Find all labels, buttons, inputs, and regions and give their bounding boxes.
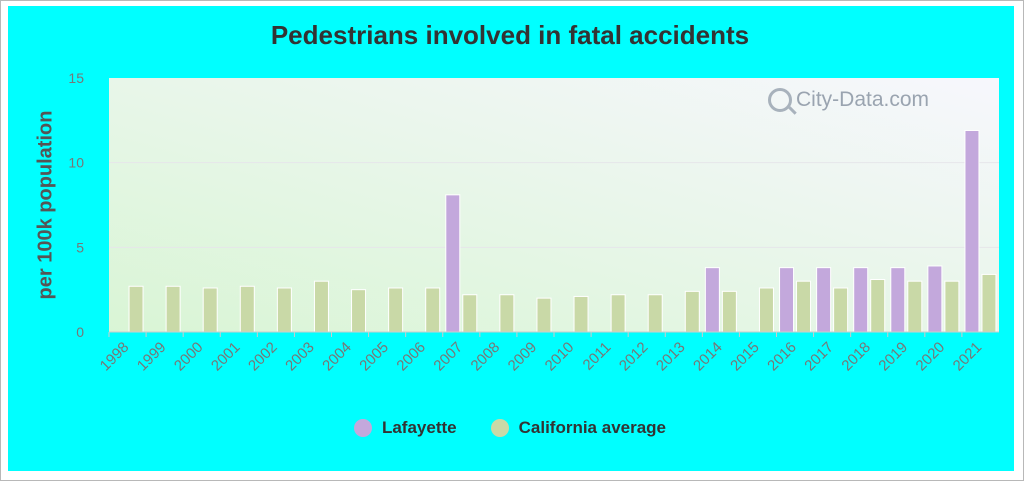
bar-lafayette[interactable] — [853, 267, 869, 333]
legend-swatch-california — [490, 419, 509, 437]
bar-california-average[interactable] — [425, 287, 441, 333]
bar-california-average[interactable] — [907, 280, 923, 333]
legend-item-california[interactable]: California average — [490, 418, 667, 438]
legend-item-lafayette[interactable]: Lafayette — [353, 418, 457, 438]
bar-california-average[interactable] — [202, 287, 218, 333]
bar-california-average[interactable] — [796, 280, 812, 333]
x-tick-label: 2000 — [171, 339, 207, 375]
bar-lafayette[interactable] — [704, 267, 720, 333]
x-tick-label: 2015 — [727, 339, 763, 375]
x-tick-label: 1998 — [97, 339, 133, 375]
x-tick-label: 2006 — [393, 339, 429, 375]
bar-california-average[interactable] — [870, 279, 886, 333]
bar-lafayette[interactable] — [927, 265, 943, 333]
y-tick-label: 5 — [76, 239, 84, 255]
bar-lafayette[interactable] — [890, 267, 906, 333]
bar-lafayette[interactable] — [445, 194, 461, 333]
bar-california-average[interactable] — [536, 297, 552, 333]
bar-california-average[interactable] — [833, 287, 849, 333]
bar-california-average[interactable] — [944, 280, 960, 333]
x-tick-label: 2003 — [282, 339, 318, 375]
bar-california-average[interactable] — [128, 285, 144, 333]
bar-california-average[interactable] — [573, 295, 589, 333]
watermark-text: City-Data.com — [796, 88, 930, 111]
legend-label-california: California average — [518, 418, 667, 437]
bar-california-average[interactable] — [684, 290, 700, 333]
bar-california-average[interactable] — [388, 287, 404, 333]
x-tick-label: 2008 — [468, 339, 504, 375]
x-tick-label: 2011 — [580, 339, 615, 374]
x-tick-label: 2017 — [801, 339, 837, 375]
bar-california-average[interactable] — [462, 294, 478, 333]
bar-california-average[interactable] — [981, 273, 997, 333]
x-tick-label: 2005 — [356, 339, 392, 375]
chart-title: Pedestrians involved in fatal accidents — [270, 20, 750, 50]
bar-california-average[interactable] — [276, 287, 292, 333]
y-tick-label: 15 — [68, 70, 84, 86]
bar-lafayette[interactable] — [964, 129, 980, 333]
x-tick-label: 2010 — [542, 339, 578, 375]
x-tick-label: 2018 — [838, 339, 874, 375]
x-tick-label: 2002 — [245, 339, 281, 375]
bar-california-average[interactable] — [610, 294, 626, 333]
x-tick-label: 2016 — [764, 339, 800, 375]
x-tick-label: 1999 — [134, 339, 170, 375]
plot-area — [109, 78, 999, 332]
x-tick-label: 2007 — [430, 339, 466, 375]
x-tick-label: 2001 — [208, 339, 244, 375]
x-tick-label: 2009 — [505, 339, 541, 375]
bar-lafayette[interactable] — [779, 267, 795, 333]
x-tick-label: 2004 — [319, 339, 355, 375]
x-tick-label: 2012 — [616, 339, 652, 375]
x-tick-label: 2020 — [913, 339, 949, 375]
y-tick-label: 10 — [68, 155, 84, 171]
bar-california-average[interactable] — [239, 285, 255, 333]
bar-california-average[interactable] — [351, 289, 367, 333]
magnifier-icon — [768, 88, 792, 112]
bar-california-average[interactable] — [758, 287, 774, 333]
bar-california-average[interactable] — [647, 294, 663, 333]
bar-california-average[interactable] — [499, 294, 515, 333]
legend: Lafayette California average — [0, 418, 1020, 438]
legend-label-lafayette: Lafayette — [381, 418, 457, 437]
bar-california-average[interactable] — [721, 290, 737, 333]
y-tick-label: 0 — [76, 324, 84, 340]
bar-california-average[interactable] — [165, 285, 181, 333]
x-tick-label: 2013 — [653, 339, 689, 375]
city-data-watermark: City-Data.com — [768, 88, 929, 112]
bar-lafayette[interactable] — [816, 267, 832, 333]
x-tick-label: 2021 — [950, 339, 986, 375]
bar-california-average[interactable] — [313, 280, 329, 333]
x-tick-label: 2014 — [690, 339, 726, 375]
x-tick-label: 2019 — [875, 339, 911, 375]
legend-swatch-lafayette — [353, 419, 372, 437]
